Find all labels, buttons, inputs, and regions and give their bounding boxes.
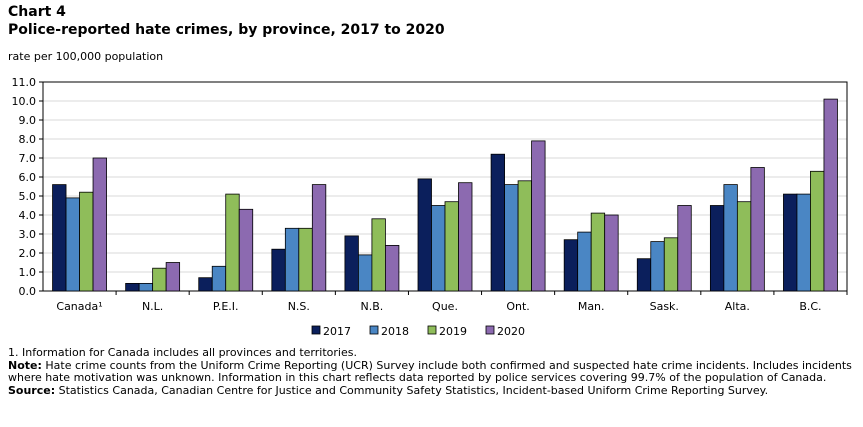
- x-tick-label: Alta.: [725, 300, 750, 313]
- bar-2018: [723, 184, 738, 292]
- y-tick-label: 0.0: [19, 285, 37, 298]
- bar-2019: [152, 267, 167, 292]
- bar-2018: [284, 227, 300, 292]
- note-text: Hate crime counts from the Uniform Crime…: [8, 358, 852, 384]
- bar-2017: [344, 235, 359, 292]
- bar-2017: [271, 248, 286, 292]
- bar-2017: [52, 184, 67, 292]
- chart-notes: 1. Information for Canada includes all p…: [8, 346, 853, 398]
- y-tick-label: 6.0: [19, 171, 37, 184]
- legend-swatch-2018: [369, 325, 379, 335]
- note-paragraph: Note: Hate crime counts from the Uniform…: [8, 358, 853, 385]
- legend-swatch-2017: [311, 325, 321, 335]
- y-tick-label: 10.0: [12, 95, 37, 108]
- chart-label: Chart 4: [8, 4, 66, 20]
- bar-2018: [796, 193, 811, 292]
- y-tick-label: 1.0: [19, 266, 37, 279]
- bar-2017: [783, 193, 798, 292]
- bar-2018: [138, 282, 154, 292]
- x-tick-label: Que.: [432, 300, 458, 313]
- bar-2017: [709, 205, 725, 292]
- legend-swatch-2019: [427, 325, 437, 335]
- bar-2019: [590, 212, 606, 292]
- y-tick-label: 2.0: [19, 247, 37, 260]
- y-tick-label: 3.0: [19, 228, 37, 241]
- bar-2020: [823, 98, 838, 292]
- bar-2020: [311, 184, 327, 292]
- bar-2020: [238, 208, 254, 292]
- bar-2017: [125, 282, 140, 292]
- bar-2019: [225, 193, 240, 292]
- bar-2020: [531, 140, 546, 292]
- bar-2018: [211, 265, 227, 292]
- legend-swatch-2020: [485, 325, 495, 335]
- bar-2018: [358, 254, 373, 292]
- bar-2019: [371, 218, 386, 292]
- legend-label-2018: 2018: [381, 325, 409, 338]
- bar-2020: [458, 182, 473, 292]
- bar-2019: [444, 201, 459, 292]
- source-text: Statistics Canada, Canadian Centre for J…: [55, 383, 769, 397]
- bar-2018: [504, 184, 519, 292]
- x-tick-label: N.L.: [142, 300, 163, 313]
- legend-label-2020: 2020: [497, 325, 525, 338]
- bar-2019: [736, 201, 752, 292]
- x-tick-label: Sask.: [650, 300, 679, 313]
- bar-2017: [563, 239, 579, 292]
- x-tick-label: B.C.: [799, 300, 821, 313]
- x-tick-label: Ont.: [506, 300, 529, 313]
- source-paragraph: Source: Statistics Canada, Canadian Cent…: [8, 383, 853, 398]
- x-tick-label: N.B.: [361, 300, 384, 313]
- bar-2019: [298, 227, 313, 292]
- bar-2019: [517, 180, 532, 292]
- footnote-1: 1. Information for Canada includes all p…: [8, 346, 357, 359]
- bar-2020: [165, 262, 181, 292]
- bar-2019: [663, 237, 679, 292]
- y-tick-label: 9.0: [19, 114, 37, 127]
- chart-subtitle: rate per 100,000 population: [8, 50, 164, 63]
- x-tick-label: N.S.: [288, 300, 310, 313]
- y-tick-label: 5.0: [19, 190, 37, 203]
- bar-2019: [79, 191, 94, 292]
- bar-2017: [417, 178, 432, 292]
- bar-2020: [604, 214, 619, 292]
- chart-title: Police-reported hate crimes, by province…: [8, 22, 445, 38]
- source-label: Source:: [8, 383, 56, 397]
- note-label: Note:: [8, 358, 42, 372]
- bar-2020: [92, 157, 107, 292]
- bar-2017: [636, 258, 652, 292]
- y-tick-label: 8.0: [19, 133, 37, 146]
- bar-2018: [431, 205, 446, 292]
- bar-2017: [198, 277, 213, 292]
- y-tick-label: 7.0: [19, 152, 37, 165]
- bar-2017: [490, 153, 505, 292]
- bar-2018: [650, 241, 665, 292]
- x-tick-label: P.E.I.: [213, 300, 239, 313]
- legend-label-2019: 2019: [439, 325, 467, 338]
- y-tick-label: 4.0: [19, 209, 37, 222]
- bar-2020: [677, 205, 692, 292]
- bar-2018: [65, 197, 80, 292]
- legend-label-2017: 2017: [323, 325, 351, 338]
- x-tick-label: Canada¹: [56, 300, 102, 313]
- bar-2020: [385, 244, 400, 292]
- bar-chart: 0.0 1.0 2.0 3.0 4.0 5.0 6.0 7.0 8.0 9.0 10.0 11.0 Ca…: [12, 76, 848, 338]
- bar-2019: [810, 170, 825, 292]
- bar-2020: [750, 167, 765, 292]
- bar-2018: [577, 231, 592, 292]
- y-tick-label: 11.0: [12, 76, 37, 89]
- x-tick-label: Man.: [578, 300, 605, 313]
